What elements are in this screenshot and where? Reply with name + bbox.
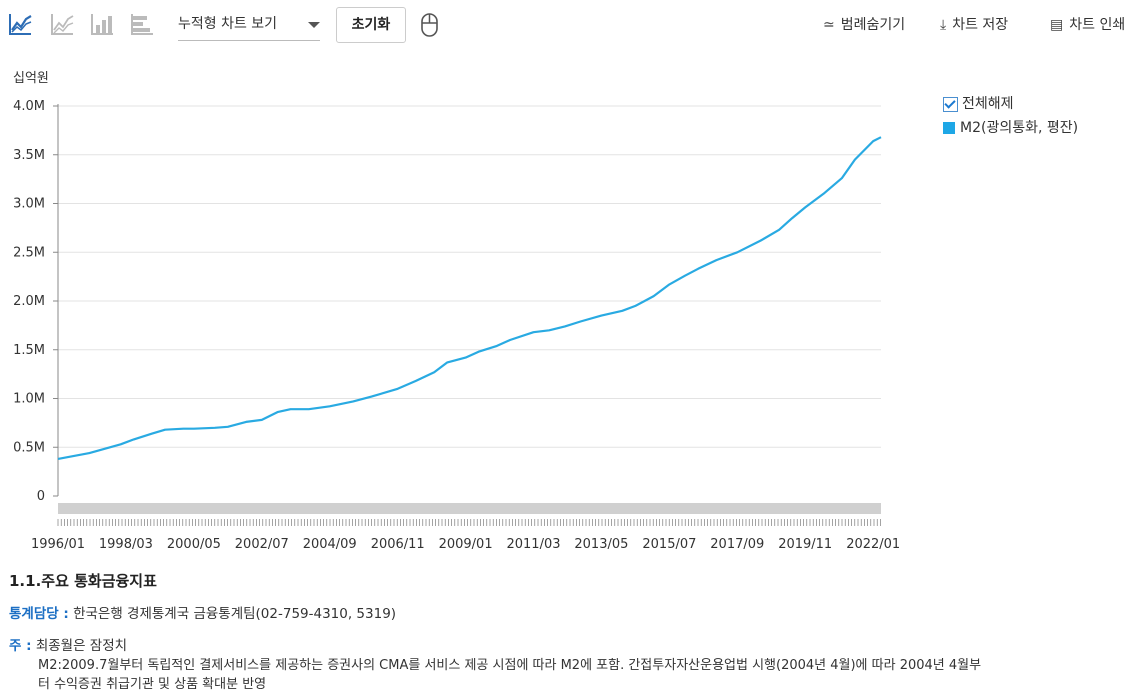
print-chart-button[interactable]: ▤ 차트 인쇄 [1050, 14, 1125, 34]
note-label: 주 : [9, 638, 32, 654]
reset-button[interactable]: 초기화 [336, 7, 406, 43]
y-tick-label: 1.5M [13, 343, 45, 358]
hide-legend-label: 범례숨기기 [840, 17, 906, 33]
stat-title: 1.1.주요 통화금융지표 [9, 572, 157, 590]
save-chart-label: 차트 저장 [952, 17, 1009, 33]
x-tick-label: 2017/09 [710, 537, 764, 552]
contact-info: 통계담당 : 한국은행 경제통계국 금융통계팀(02-759-4310, 531… [9, 602, 396, 622]
range-navigator[interactable] [58, 503, 881, 514]
chart-toolbar: 누적형 차트 보기 초기화 ≃ 범례숨기기 ⤓ 차트 저장 ▤ 차트 인쇄 [0, 0, 1145, 50]
save-chart-button[interactable]: ⤓ 차트 저장 [940, 14, 1008, 34]
x-tick-label: 2002/07 [235, 537, 289, 552]
y-tick-label: 0 [37, 489, 45, 504]
contact-label: 통계담당 : [9, 606, 69, 622]
mouse-icon[interactable] [418, 12, 442, 38]
y-tick-label: 4.0M [13, 99, 45, 114]
chevron-down-icon [308, 22, 320, 28]
deselect-all-toggle[interactable]: 전체해제 [943, 92, 1078, 116]
y-unit-label: 십억원 [13, 71, 49, 86]
deselect-all-label: 전체해제 [962, 96, 1014, 112]
m2-line-chart: 십억원 4.0M 3.5M 3.0M 2.5M 2.0M 1.5M 1.0M 0.5M 0 19… [13, 71, 900, 552]
contact-text: 한국은행 경제통계국 금융통계팀(02-759-4310, 5319) [73, 606, 397, 622]
x-tick-label: 1996/01 [31, 537, 85, 552]
horizontal-bar-chart-icon[interactable] [128, 10, 156, 38]
printer-icon: ▤ [1050, 17, 1064, 33]
x-tick-label: 2011/03 [506, 537, 560, 552]
hide-legend-button[interactable]: ≃ 범례숨기기 [823, 14, 905, 34]
area-chart-icon[interactable] [48, 10, 76, 38]
x-tick-label: 2009/01 [439, 537, 493, 552]
y-tick-label: 3.5M [13, 148, 45, 163]
bar-chart-icon[interactable] [88, 10, 116, 38]
series-line-m2[interactable] [57, 136, 882, 460]
y-tick-label: 0.5M [13, 440, 45, 455]
x-tick-label: 2019/11 [778, 537, 832, 552]
checkbox-checked-icon [943, 96, 958, 112]
note-line-3: 터 수익증권 취급기관 및 상품 확대분 반영 [38, 677, 267, 692]
x-tick-label: 2006/11 [371, 537, 425, 552]
legend-item-label: M2(광의통화, 평잔) [960, 120, 1079, 136]
x-tick-label: 2000/05 [167, 537, 221, 552]
chart-legend: 전체해제 M2(광의통화, 평잔) [943, 92, 1078, 140]
x-tick-label: 1998/03 [99, 537, 153, 552]
note-line-2: M2:2009.7월부터 독립적인 결제서비스를 제공하는 증권사의 CMA를 … [38, 658, 982, 673]
y-tick-label: 1.0M [13, 392, 45, 407]
x-tick-label: 2004/09 [303, 537, 357, 552]
y-tick-label: 2.5M [13, 245, 45, 260]
download-icon: ⤓ [940, 17, 947, 33]
chart-type-select-value: 누적형 차트 보기 [178, 16, 278, 32]
x-tick-label: 2013/05 [574, 537, 628, 552]
x-tick-label: 2022/01 [846, 537, 900, 552]
line-chart-icon[interactable] [6, 10, 34, 38]
chart-type-select[interactable]: 누적형 차트 보기 [178, 8, 320, 41]
print-chart-label: 차트 인쇄 [1069, 17, 1126, 33]
y-tick-label: 2.0M [13, 294, 45, 309]
legend-hide-icon: ≃ [823, 17, 835, 33]
x-tick-label: 2015/07 [642, 537, 696, 552]
y-tick-label: 3.0M [13, 197, 45, 212]
legend-item-m2[interactable]: M2(광의통화, 평잔) [943, 116, 1078, 140]
note-block: 주 : 최종월은 잠정치 [9, 634, 127, 654]
note-line-1: 최종월은 잠정치 [35, 638, 128, 654]
series-swatch [943, 122, 955, 134]
